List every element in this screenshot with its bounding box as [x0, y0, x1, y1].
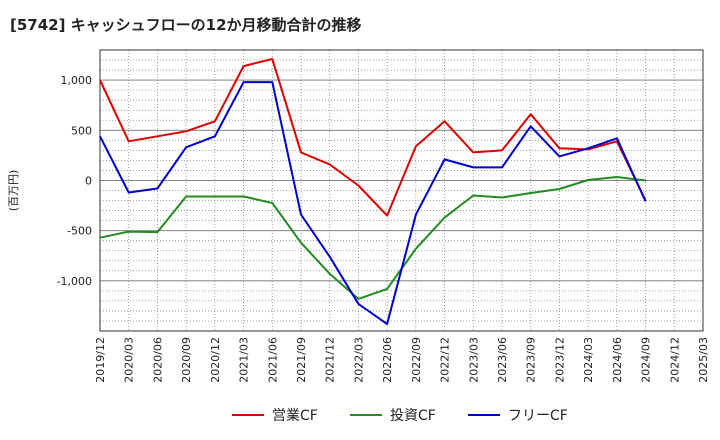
x-tick-label: 2024/06 [611, 337, 624, 383]
x-tick-label: 2020/09 [180, 337, 193, 383]
x-tick-label: 2024/12 [668, 337, 681, 383]
y-tick-label: 500 [71, 124, 92, 137]
x-tick-label: 2021/03 [238, 337, 251, 383]
x-tick-label: 2025/03 [697, 337, 710, 383]
x-tick-label: 2023/12 [553, 337, 566, 383]
series-line-operating-cf [99, 58, 647, 217]
plot-frame [99, 49, 704, 332]
x-tick-label: 2024/09 [640, 337, 653, 383]
x-tick-label: 2021/09 [295, 337, 308, 383]
legend-label: フリーCF [508, 408, 568, 424]
x-tick-label: 2022/06 [381, 337, 394, 383]
x-tick-label: 2024/03 [582, 337, 595, 383]
x-tick-label: 2023/03 [467, 337, 480, 383]
x-tick-label: 2019/12 [94, 337, 107, 383]
x-tick-label: 2020/06 [151, 337, 164, 383]
chart-title: [5742] キャッシュフローの12か月移動合計の推移 [10, 16, 362, 34]
x-tick-label: 2022/03 [352, 337, 365, 383]
x-tick-label: 2020/03 [123, 337, 136, 383]
x-tick-label: 2021/06 [266, 337, 279, 383]
y-tick-label: 1,000 [61, 74, 93, 87]
y-tick-label: 0 [85, 174, 92, 187]
x-tick-label: 2021/12 [324, 337, 337, 383]
series-line-investing-cf [99, 176, 646, 300]
x-tick-label: 2023/06 [496, 337, 509, 383]
legend-label: 営業CF [272, 408, 318, 424]
plot-area [100, 50, 703, 331]
y-axis-label: (百万円) [7, 170, 20, 212]
x-tick-label: 2022/12 [439, 337, 452, 383]
x-tick-label: 2022/09 [410, 337, 423, 383]
x-tick-label: 2020/12 [209, 337, 222, 383]
y-tick-label: -500 [67, 225, 92, 238]
legend-label: 投資CF [390, 408, 436, 424]
series-line-free-cf [99, 81, 647, 325]
y-tick-label: -1,000 [57, 275, 92, 288]
x-tick-label: 2023/09 [525, 337, 538, 383]
